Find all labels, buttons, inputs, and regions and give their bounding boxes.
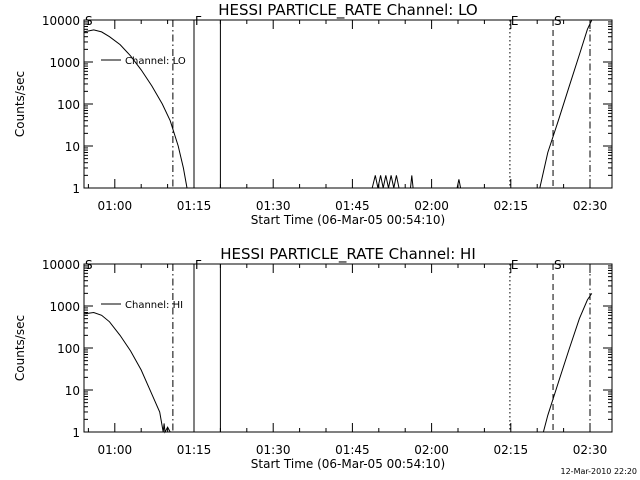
plot-frame	[83, 19, 613, 189]
y-tick-label: 1	[72, 182, 80, 196]
y-tick-label: 100	[57, 98, 80, 112]
marker-label: S	[554, 258, 562, 272]
series-line	[371, 175, 404, 189]
y-tick-label: 10000	[42, 14, 80, 28]
x-tick-label: 01:15	[177, 199, 212, 213]
chart-title: HESSI PARTICLE_RATE Channel: LO	[218, 1, 477, 20]
y-tick-label: 10	[65, 384, 80, 398]
marker-label: E	[511, 14, 519, 28]
panel-channel-lo: HESSI PARTICLE_RATE Channel: LO100001000…	[13, 1, 613, 227]
series-line	[83, 311, 173, 434]
x-tick-label: 01:45	[335, 199, 370, 213]
y-tick-label: 10	[65, 140, 80, 154]
panel-channel-hi: HESSI PARTICLE_RATE Channel: HI100001000…	[13, 245, 613, 471]
x-tick-label: 02:15	[494, 443, 529, 457]
legend-label: Channel: HI	[125, 300, 183, 311]
x-tick-label: 02:00	[414, 199, 449, 213]
x-tick-label: 01:00	[98, 199, 133, 213]
x-axis-label: Start Time (06-Mar-05 00:54:10)	[251, 457, 445, 471]
x-tick-label: 02:30	[573, 443, 608, 457]
series-line	[410, 175, 414, 189]
x-tick-label: 02:30	[573, 199, 608, 213]
y-axis-label: Counts/sec	[13, 315, 27, 381]
y-tick-label: 1000	[49, 300, 80, 314]
y-tick-label: 1	[72, 426, 80, 440]
x-tick-label: 01:30	[256, 443, 291, 457]
footer-timestamp: 12-Mar-2010 22:20	[561, 467, 638, 476]
marker-label: F	[195, 258, 202, 272]
marker-label: S	[554, 14, 562, 28]
chart-title: HESSI PARTICLE_RATE Channel: HI	[220, 245, 476, 264]
y-tick-label: 100	[57, 342, 80, 356]
y-axis-label: Counts/sec	[13, 71, 27, 137]
series-line	[83, 29, 188, 189]
x-tick-label: 01:15	[177, 443, 212, 457]
marker-label: S	[85, 14, 93, 28]
y-tick-label: 10000	[42, 258, 80, 272]
x-axis-label: Start Time (06-Mar-05 00:54:10)	[251, 213, 445, 227]
x-tick-label: 01:45	[335, 443, 370, 457]
series-line	[456, 179, 462, 189]
x-tick-label: 01:00	[98, 443, 133, 457]
marker-label: S	[85, 258, 93, 272]
marker-label: E	[511, 258, 519, 272]
marker-label: F	[195, 14, 202, 28]
series-line	[539, 19, 593, 189]
plot-frame	[83, 263, 613, 433]
x-tick-label: 01:30	[256, 199, 291, 213]
y-tick-label: 1000	[49, 56, 80, 70]
series-line	[542, 293, 593, 433]
legend-label: Channel: LO	[125, 56, 186, 67]
x-tick-label: 02:15	[494, 199, 529, 213]
x-tick-label: 02:00	[414, 443, 449, 457]
